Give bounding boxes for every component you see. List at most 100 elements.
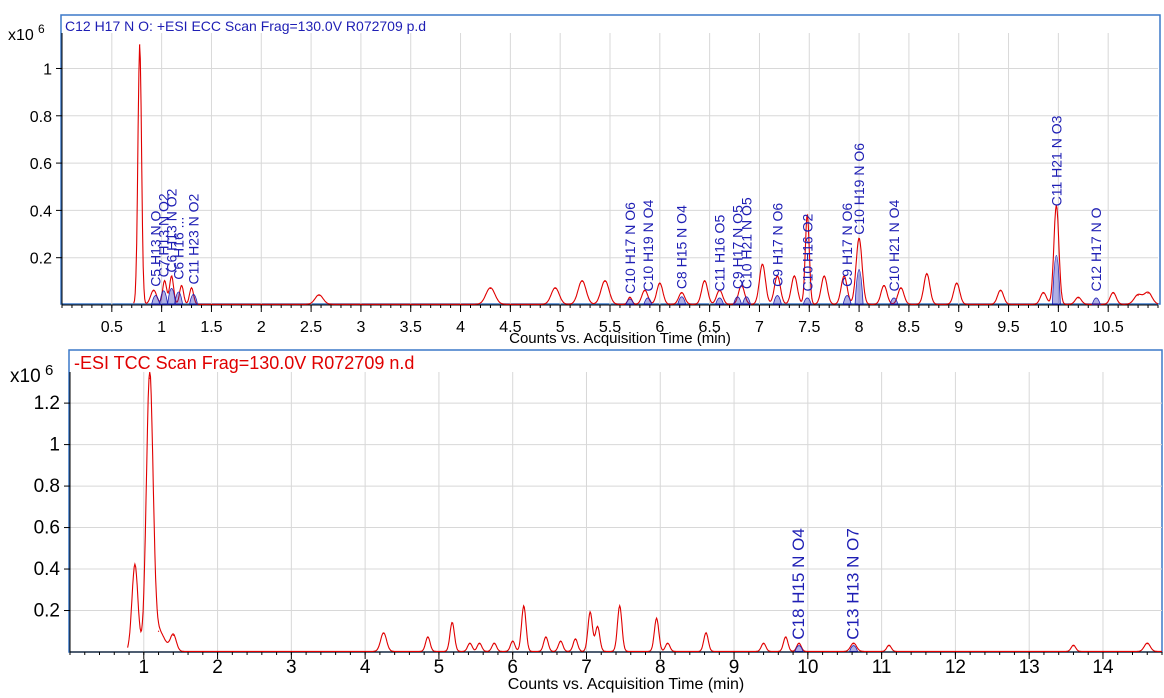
extracted-peak	[1051, 254, 1061, 305]
x-tick-label: 6	[507, 657, 518, 678]
x-tick-label: 0.5	[101, 319, 123, 336]
peak-apex	[655, 618, 658, 620]
compound-label: C7 H13 N O2	[156, 193, 172, 277]
peak-apex	[180, 285, 183, 287]
compound-label: C8 H15 N O4	[674, 205, 690, 289]
extracted-peak	[889, 297, 899, 305]
peak-apex	[900, 287, 902, 290]
compound-label: C9 H17 N O6	[839, 203, 855, 287]
x-tick-label: 10	[1049, 319, 1067, 336]
y-scale-exponent: 6	[45, 362, 53, 379]
compound-label: C6 H13 N O2	[164, 188, 180, 272]
compound-label: C5 H13 N O	[148, 210, 164, 286]
x-tick-label: 3	[286, 657, 297, 678]
y-tick-label: 0.2	[34, 601, 60, 622]
compound-label: C6 H16 ...	[171, 217, 187, 280]
peak-apex	[318, 294, 320, 297]
tic-trace	[127, 371, 1162, 652]
compound-label: C11 H23 N O2	[186, 193, 202, 284]
peak-apex	[806, 214, 808, 216]
peak-apex	[858, 238, 860, 240]
tic-trace	[133, 44, 1159, 305]
extracted-peak	[643, 297, 653, 305]
x-tick-label: 7	[581, 657, 592, 678]
extracted-peak	[174, 291, 184, 305]
y-tick-label: 0.4	[34, 559, 61, 580]
compound-label: C10 H19 N O4	[640, 200, 656, 292]
peak-apex	[740, 285, 743, 287]
peak-apex	[705, 632, 707, 634]
x-tick-label: 3.5	[400, 319, 422, 336]
y-tick-label: 0.6	[34, 518, 60, 539]
x-tick-label: 10	[797, 657, 818, 678]
peak-apex	[644, 290, 646, 292]
y-tick-label: 1.2	[34, 393, 60, 414]
x-tick-label: 8.5	[898, 319, 920, 336]
peak-apex	[604, 280, 606, 282]
x-tick-label: 4.5	[499, 319, 521, 336]
x-tick-label: 12	[945, 657, 966, 678]
peak-apex	[619, 605, 621, 607]
peak-apex	[493, 643, 495, 645]
peak-apex	[489, 287, 492, 290]
peak-apex	[589, 611, 591, 614]
peak-apex	[545, 636, 547, 639]
extracted-peak	[159, 290, 169, 305]
x-tick-label: 8	[855, 319, 864, 336]
extracted-peak	[849, 645, 859, 652]
compound-label: C13 H13 N O7	[844, 528, 863, 640]
peak-apex	[581, 280, 583, 282]
y-tick-label: 1	[43, 61, 52, 78]
x-axis-label: Counts vs. Acquisition Time (min)	[508, 676, 745, 693]
extracted-peak	[802, 297, 812, 305]
x-tick-label: 7	[755, 319, 764, 336]
peak-apex	[659, 283, 661, 285]
peak-apex	[926, 273, 928, 275]
x-tick-label: 2.5	[300, 319, 322, 336]
peak-apex	[823, 276, 825, 278]
x-tick-label: 4	[360, 657, 371, 678]
x-tick-label: 9	[729, 657, 740, 678]
x-tick-label: 9	[954, 319, 963, 336]
y-scale-label: x10	[10, 366, 41, 387]
peak-apex	[149, 377, 151, 379]
peak-apex	[798, 643, 800, 645]
peak-apex	[1042, 292, 1045, 294]
compound-label: C10 H19 N O6	[851, 143, 867, 235]
extracted-peak	[741, 296, 752, 305]
extracted-peak	[733, 296, 743, 305]
x-tick-label: 9.5	[997, 319, 1019, 336]
x-tick-label: 2	[257, 319, 266, 336]
peak-apex	[883, 285, 885, 287]
x-tick-label: 1	[138, 657, 149, 678]
peak-apex	[629, 297, 631, 299]
extracted-peak	[189, 293, 199, 305]
x-tick-label: 8	[655, 657, 666, 678]
peak-apex	[469, 643, 471, 645]
y-tick-label: 0.2	[30, 251, 52, 268]
extracted-peak	[794, 645, 804, 652]
peak-apex	[574, 638, 577, 641]
y-tick-label: 0.4	[30, 203, 52, 220]
peak-apex	[888, 645, 890, 647]
peak-apex	[451, 622, 453, 624]
peak-apex	[427, 636, 429, 639]
x-tick-label: 4	[456, 319, 465, 336]
compound-label: C11 H16 O5	[712, 215, 728, 292]
extracted-peak	[715, 297, 725, 305]
peak-apex	[1146, 643, 1148, 645]
peak-apex	[681, 292, 683, 294]
extracted-peak	[677, 296, 687, 305]
peak-apex	[172, 634, 174, 637]
compound-label: C10 H17 N O6	[622, 202, 638, 294]
y-tick-label: 0.8	[34, 476, 60, 497]
peak-apex	[139, 44, 141, 46]
x-tick-label: 5.5	[599, 319, 621, 336]
compound-label: C10 H21 N O4	[886, 200, 902, 292]
chart-panel-2: -ESI TCC Scan Frag=130.0V R072709 n.d x10…	[10, 349, 1163, 693]
peak-apex	[523, 605, 525, 607]
peak-apex	[852, 643, 855, 645]
peak-apex	[776, 276, 778, 278]
x-tick-label: 11	[872, 657, 892, 678]
